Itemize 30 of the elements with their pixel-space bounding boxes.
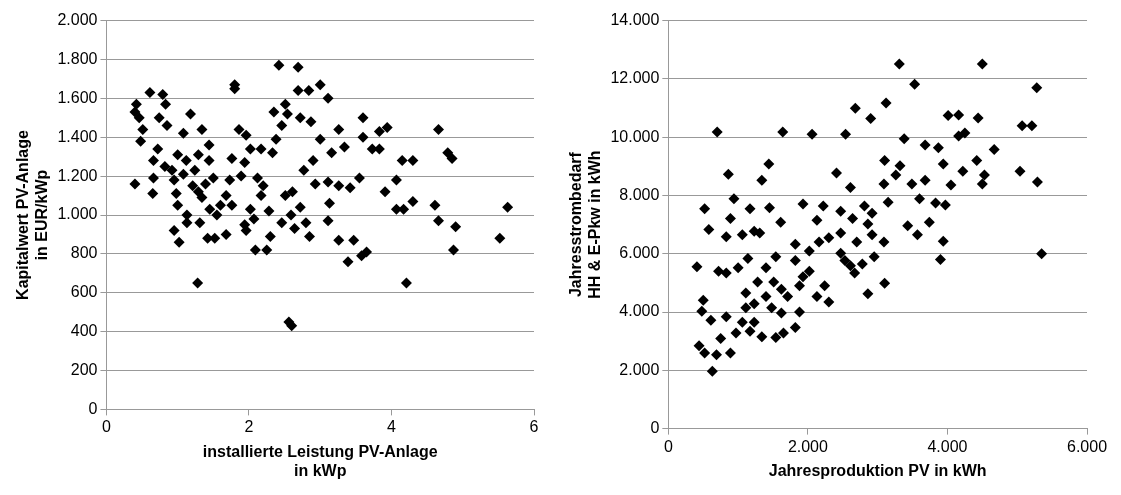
y-tick-label: 600 [70, 283, 98, 301]
y-tick-label: 1.200 [57, 166, 98, 184]
y-tick-label: 1.800 [57, 49, 98, 67]
y-tick-label: 2.000 [57, 11, 98, 29]
x-tick-label: 2 [244, 418, 254, 436]
y-tick-label: 14.000 [610, 11, 660, 29]
y-axis-title: Kapitalwert PV-Anlage in EUR/kWp [14, 129, 51, 300]
y-axis-title: Jahresstrombedarf HH & E-Pkw in kWh [567, 150, 604, 299]
y-tick-label: 1.600 [57, 88, 98, 106]
x-tick-label: 0 [101, 418, 111, 436]
y-tick-label: 200 [70, 360, 98, 378]
x-tick-label: 2.000 [787, 437, 829, 455]
y-tick-label: 4.000 [619, 302, 660, 320]
y-tick-label: 1.000 [57, 205, 98, 223]
x-tick-label: 4 [387, 418, 397, 436]
y-tick-label: 10.000 [610, 127, 660, 145]
y-tick-label: 0 [88, 399, 98, 417]
x-tick-label: 0 [663, 437, 673, 455]
y-tick-label: 12.000 [610, 69, 660, 87]
y-tick-label: 8.000 [619, 185, 660, 203]
y-tick-label: 400 [70, 322, 98, 340]
y-tick-label: 800 [70, 244, 98, 262]
y-tick-label: 6.000 [619, 244, 660, 262]
x-tick-label: 4.000 [927, 437, 968, 455]
x-axis-title: installierte Leistung PV-Anlage in kWp [202, 442, 438, 479]
y-tick-label: 2.000 [619, 360, 660, 378]
y-tick-label: 1.400 [57, 127, 98, 145]
x-tick-label: 6.000 [1066, 437, 1108, 455]
x-tick-label: 6 [529, 418, 539, 436]
x-axis-title: Jahresproduktion PV in kWh [768, 461, 987, 479]
